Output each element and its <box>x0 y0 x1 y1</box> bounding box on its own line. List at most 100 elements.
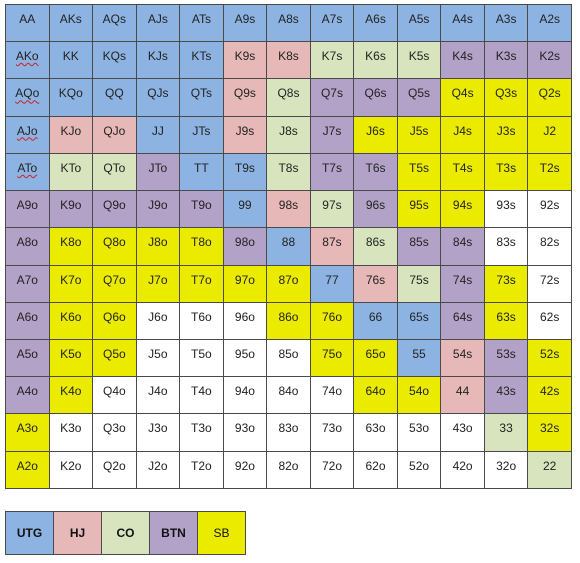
grid-row: A4o K4o Q4o J4o T4o 94o 84o 74o 64o 54o 44 43s 42s <box>5 376 572 415</box>
hand-cell: T4s <box>440 152 485 192</box>
hand-cell: T3o <box>179 413 224 452</box>
hand-cell: 66 <box>353 301 398 340</box>
hand-cell: 43o <box>440 413 485 452</box>
hand-cell: K2o <box>48 450 94 490</box>
hand-cell: A2o <box>5 450 50 490</box>
hand-cell: J3o <box>135 413 181 452</box>
hand-cell: Q9s <box>222 78 268 117</box>
grid-row: AKo KK KQs KJs KTs K9s K8s K7s K6s K5s K4s K3s K2s <box>5 41 572 80</box>
hand-cell: 64s <box>440 301 485 340</box>
hand-cell: Q5s <box>396 78 442 117</box>
hand-cell: Q7o <box>92 264 137 303</box>
hand-cell: A4s <box>440 3 485 43</box>
hand-cell: 65o <box>353 338 398 378</box>
hand-cell: AJs <box>135 3 181 43</box>
hand-cell: KK <box>48 41 94 80</box>
hand-cell: ATo <box>5 152 50 192</box>
grid-row: A2o K2o Q2o J2o T2o 92o 82o 72o 62o 52o 42o 32o 22 <box>5 450 572 490</box>
grid-row: A6o K6o Q6o J6o T6o 96o 86o 76o 66 65s 64s 63s 62s <box>5 301 572 340</box>
hand-cell: J9s <box>222 115 268 154</box>
hand-cell: KJo <box>48 115 94 154</box>
hand-cell: 75o <box>309 338 355 378</box>
hand-cell: K2s <box>527 41 572 80</box>
hand-cell: A3s <box>483 3 529 43</box>
hand-cell: K9s <box>222 41 268 80</box>
hand-cell: 72s <box>527 264 572 303</box>
hand-cell: Q2o <box>92 450 137 490</box>
hand-cell: KQo <box>48 78 94 117</box>
legend-utg: UTG <box>5 511 54 555</box>
hand-cell: KJs <box>135 41 181 80</box>
hand-cell: 94o <box>222 376 268 415</box>
hand-cell: Q8o <box>92 227 137 266</box>
hand-cell: 97s <box>309 190 355 229</box>
hand-cell: A9s <box>222 3 268 43</box>
hand-cell: 42o <box>440 450 485 490</box>
hand-cell: 82s <box>527 227 572 266</box>
hand-cell: T6s <box>353 152 398 192</box>
hand-cell: JTo <box>135 152 181 192</box>
hand-cell: K4o <box>48 376 94 415</box>
hand-cell: T9o <box>179 190 224 229</box>
hand-cell: 86o <box>266 301 311 340</box>
hand-cell: 33 <box>483 413 529 452</box>
hand-cell: 22 <box>527 450 572 490</box>
hand-cell: 65s <box>396 301 442 340</box>
position-legend-row: UTG HJ CO BTN SB <box>5 511 246 555</box>
grid-row: A5o K5o Q5o J5o T5o 95o 85o 75o 65o 55 54s 53s 52s <box>5 338 572 378</box>
hand-cell: K8o <box>48 227 94 266</box>
hand-cell: AJo <box>5 115 50 154</box>
hand-cell: 63o <box>353 413 398 452</box>
hand-cell: Q3o <box>92 413 137 452</box>
hand-cell: Q9o <box>92 190 137 229</box>
grid-row: A7o K7o Q7o J7o T7o 97o 87o 77 76s 75s 74s 73s 72s <box>5 264 572 303</box>
hand-cell: J5o <box>135 338 181 378</box>
hand-cell: Q7s <box>309 78 355 117</box>
hand-cell: T8o <box>179 227 224 266</box>
hand-cell: 43s <box>483 376 529 415</box>
hand-cell: J6s <box>353 115 398 154</box>
hand-cell: AQs <box>92 3 137 43</box>
hand-cell: 87o <box>266 264 311 303</box>
hand-cell: AQo <box>5 78 50 117</box>
hand-cell: 74s <box>440 264 485 303</box>
hand-cell: 88 <box>266 227 311 266</box>
hand-cell: 62s <box>527 301 572 340</box>
hand-cell: 85o <box>266 338 311 378</box>
hand-cell: 54o <box>396 376 442 415</box>
hand-cell: 99 <box>222 190 268 229</box>
hand-cell: 42s <box>527 376 572 415</box>
hand-cell: QTs <box>179 78 224 117</box>
hand-cell: 82o <box>266 450 311 490</box>
hand-cell: Q6o <box>92 301 137 340</box>
hand-cell: 86s <box>353 227 398 266</box>
hand-cell: 83s <box>483 227 529 266</box>
hand-cell: J9o <box>135 190 181 229</box>
hand-cell: QQ <box>92 78 137 117</box>
hand-cell: J2 <box>527 115 572 154</box>
hand-cell: 72o <box>309 450 355 490</box>
hand-cell: AA <box>5 3 50 43</box>
hand-cell: T5o <box>179 338 224 378</box>
hand-cell: 96o <box>222 301 268 340</box>
hand-cell: J8o <box>135 227 181 266</box>
hand-cell: A8s <box>266 3 311 43</box>
hand-cell: K6s <box>353 41 398 80</box>
hand-cell: T8s <box>266 152 311 192</box>
hand-cell: Q4o <box>92 376 137 415</box>
hand-cell: 64o <box>353 376 398 415</box>
hand-cell: J6o <box>135 301 181 340</box>
hand-cell: 87s <box>309 227 355 266</box>
hand-cell: 32s <box>527 413 572 452</box>
hand-cell: T2s <box>527 152 572 192</box>
hand-cell: T3s <box>483 152 529 192</box>
hand-cell: A8o <box>5 227 50 266</box>
hand-cell: K5s <box>396 41 442 80</box>
hand-cell: J2o <box>135 450 181 490</box>
grid-row: ATo KTo QTo JTo TT T9s T8s T7s T6s T5s T4s T3s T2s <box>5 152 572 192</box>
hand-cell: J3s <box>483 115 529 154</box>
hand-cell: 84s <box>440 227 485 266</box>
hand-cell: KTo <box>48 152 94 192</box>
hand-cell: A3o <box>5 413 50 452</box>
hand-cell: 53s <box>483 338 529 378</box>
